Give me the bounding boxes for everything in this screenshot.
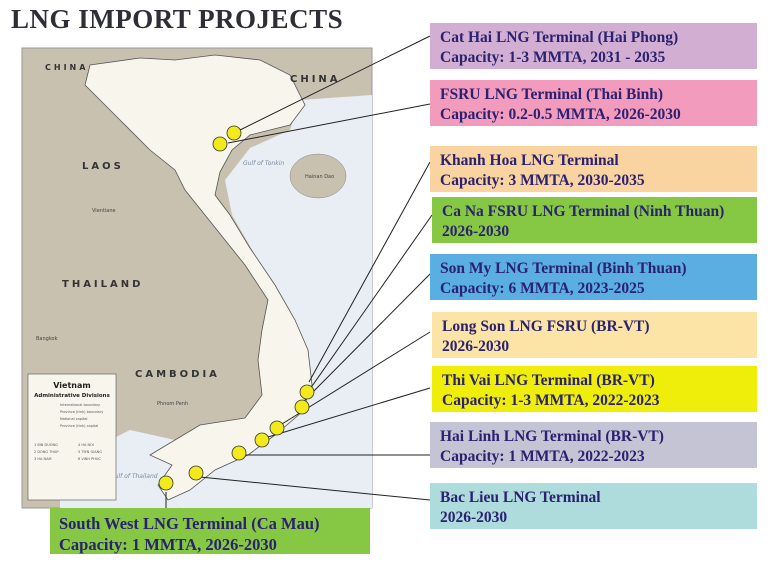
legend-item: Province (tinh) boundary <box>60 410 103 414</box>
map-label-china-east: CHINA <box>290 74 341 85</box>
project-name: Bac Lieu LNG Terminal <box>440 489 601 506</box>
project-detail: Capacity: 1 MMTA, 2022-2023 <box>440 448 645 465</box>
terminal-marker <box>226 125 242 141</box>
project-name: Hai Linh LNG Terminal (BR-VT) <box>440 428 664 445</box>
map-label-bangkok: Bangkok <box>36 336 58 342</box>
leader-line <box>199 476 431 501</box>
legend-item: Province (tinh) capital <box>60 424 98 428</box>
project-box: Ca Na FSRU LNG Terminal (Ninh Thuan) 2026… <box>432 197 757 243</box>
project-detail: Capacity: 6 MMTA, 2023-2025 <box>440 280 645 297</box>
leader-line <box>227 103 431 144</box>
project-box: South West LNG Terminal (Ca Mau) Capacity… <box>50 508 370 554</box>
legend-number-item: 2 DONG THAP <box>34 450 59 454</box>
map-label-china-west: CHINA <box>45 63 88 72</box>
hainan-island <box>289 153 347 199</box>
project-detail: 2026-2030 <box>440 509 508 526</box>
legend-number-item: 1 BIN DUONG <box>34 443 58 447</box>
leader-line <box>303 271 433 402</box>
leader-line <box>309 214 433 390</box>
project-name: Thi Vai LNG Terminal (BR-VT) <box>442 372 655 389</box>
project-box: Thi Vai LNG Terminal (BR-VT) Capacity: 1-… <box>432 366 757 412</box>
leader-line <box>267 387 431 438</box>
legend-item: International boundary <box>60 403 100 407</box>
project-detail: Capacity: 3 MMTA, 2030-2035 <box>440 172 645 189</box>
terminal-marker <box>294 399 310 415</box>
map-legend: Vietnam Administrative Divisions Interna… <box>27 373 117 501</box>
page-title: LNG IMPORT PROJECTS <box>11 4 344 34</box>
leader-line <box>308 161 431 383</box>
project-detail: Capacity: 1-3 MMTA, 2031 - 2035 <box>440 49 666 66</box>
legend-number-item: 6 VINH PHUC <box>78 457 101 461</box>
project-box: Cat Hai LNG Terminal (Hai Phong) Capacity… <box>430 23 757 69</box>
project-detail: Capacity: 0.2-0.5 MMTA, 2026-2030 <box>440 106 681 123</box>
terminal-marker <box>158 475 174 491</box>
project-box: Khanh Hoa LNG Terminal Capacity: 3 MMTA, … <box>430 146 757 192</box>
map-label-hainan: Hainan Dao <box>305 174 334 180</box>
project-box: Bac Lieu LNG Terminal 2026-2030 <box>430 483 757 529</box>
project-detail: 2026-2030 <box>442 338 510 355</box>
map-label-phnom-penh: Phnom Penh <box>157 401 188 407</box>
project-name: FSRU LNG Terminal (Thai Binh) <box>440 86 664 103</box>
project-detail: Capacity: 1-3 MMTA, 2022-2023 <box>442 392 660 409</box>
project-name: Ca Na FSRU LNG Terminal (Ninh Thuan) <box>442 203 725 220</box>
project-box: FSRU LNG Terminal (Thai Binh) Capacity: 0… <box>430 80 757 126</box>
legend-number-item: 3 HA NAM <box>34 457 52 461</box>
terminal-marker <box>269 420 285 436</box>
project-name: Long Son LNG FSRU (BR-VT) <box>442 318 650 335</box>
terminal-marker <box>212 136 228 152</box>
project-name: South West LNG Terminal (Ca Mau) <box>59 514 320 533</box>
map-label-vientiane: Vientiane <box>92 208 116 214</box>
legend-subtitle: Administrative Divisions <box>34 393 110 399</box>
project-name: Cat Hai LNG Terminal (Hai Phong) <box>440 29 679 46</box>
project-box: Hai Linh LNG Terminal (BR-VT) Capacity: 1… <box>430 422 757 468</box>
leader-line <box>239 35 431 131</box>
legend-number-item: 5 TIEN GIANG <box>78 450 102 454</box>
map-label-thailand: THAILAND <box>62 279 143 290</box>
map-label-laos: LAOS <box>82 161 124 172</box>
vietnam-land <box>84 54 313 501</box>
legend-item: National capital <box>60 417 87 421</box>
project-name: Khanh Hoa LNG Terminal <box>440 152 619 169</box>
terminal-marker <box>188 465 204 481</box>
map-label-gulf-tonkin: Gulf of Tonkin <box>243 160 284 167</box>
project-detail: 2026-2030 <box>442 223 510 240</box>
terminal-marker <box>299 384 315 400</box>
terminal-marker <box>254 432 270 448</box>
project-box: Long Son LNG FSRU (BR-VT) 2026-2030 <box>432 312 757 358</box>
project-name: Son My LNG Terminal (Binh Thuan) <box>440 260 687 277</box>
legend-number-item: 4 HA NOI <box>78 443 94 447</box>
project-box: Son My LNG Terminal (Binh Thuan) Capacity… <box>430 254 757 300</box>
legend-title: Vietnam <box>53 381 90 390</box>
map-label-cambodia: CAMBODIA <box>135 369 220 380</box>
project-detail: Capacity: 1 MMTA, 2026-2030 <box>59 535 277 554</box>
map-label-gulf-thailand: Gulf of Thailand <box>110 473 158 480</box>
terminal-marker <box>231 445 247 461</box>
